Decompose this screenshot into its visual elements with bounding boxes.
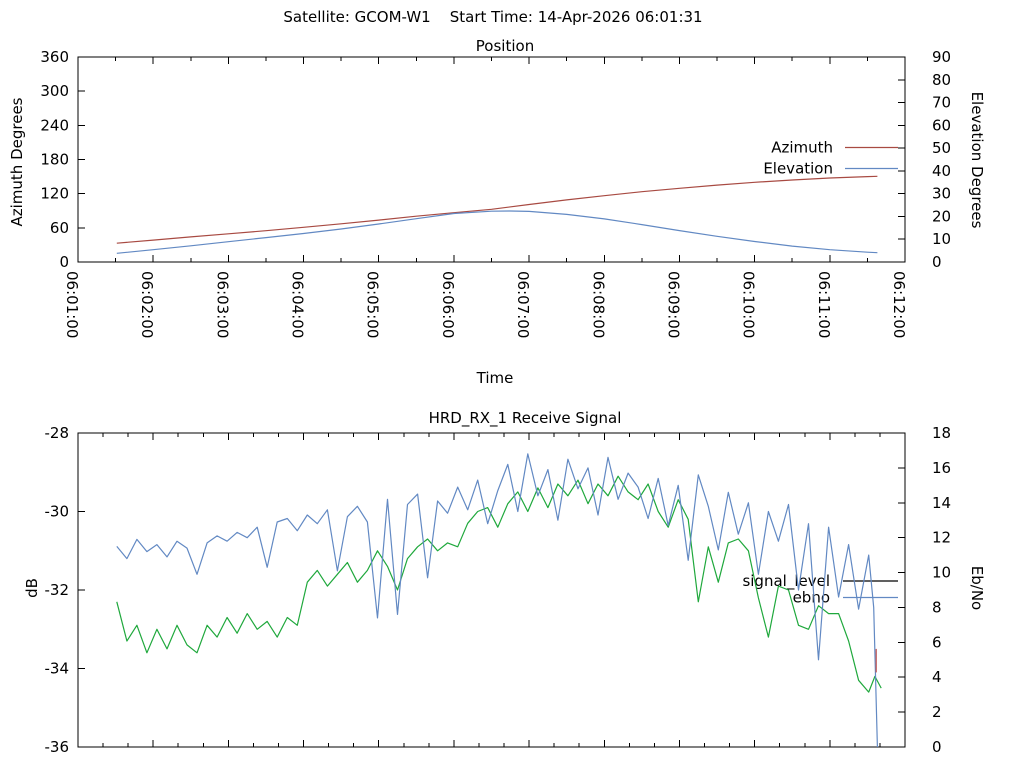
axes — [77, 432, 906, 748]
left-y-axis-label: Azimuth Degrees — [8, 97, 26, 226]
plot-border — [77, 432, 906, 748]
y-right-tick-label: 90 — [932, 48, 951, 66]
y-left-tick-label: 180 — [40, 151, 69, 169]
x-tick-label: 06:03:00 — [213, 271, 231, 338]
x-tick-label: 06:12:00 — [890, 271, 908, 338]
series-Elevation — [116, 210, 878, 254]
y-right-tick-label: 40 — [932, 162, 951, 180]
y-left-tick-label: -28 — [45, 424, 70, 442]
y-right-tick-label: 20 — [932, 207, 951, 225]
series-Azimuth — [116, 175, 878, 244]
plot-area-receive-signal: -36 -34 -32 -30 -28 0 2 4 6 8 10 12 14 16 18 signal_lev… — [45, 424, 952, 756]
x-tick-label: 06:11:00 — [815, 271, 833, 338]
series-ebno — [116, 453, 878, 748]
y-left-tick-label: -32 — [45, 581, 70, 599]
y-left-tick-label: 0 — [59, 253, 69, 271]
axes — [77, 56, 906, 263]
y-right-tick-label: 10 — [932, 230, 951, 248]
plot-area-position: 06:01:00 06:02:00 06:03:00 06:04:00 06:05:00… — [40, 48, 951, 338]
y-right-tick-label: 2 — [932, 703, 942, 721]
x-tick-label: 06:01:00 — [63, 271, 81, 338]
y-right-tick-label: 16 — [932, 459, 951, 477]
left-y-axis-label: dB — [23, 578, 41, 598]
receive-signal-chart: HRD_RX_1 Receive Signal dB Eb/No -36-34-… — [23, 409, 986, 756]
position-chart: Position Time Azimuth Degrees Elevation … — [8, 37, 986, 387]
series-signal_level — [116, 475, 882, 693]
legend-label: Elevation — [763, 160, 833, 178]
y-right-tick-label: 70 — [932, 94, 951, 112]
x-tick-label: 06:08:00 — [589, 271, 607, 338]
legend-label: signal_level — [742, 572, 830, 591]
y-left-tick-label: -36 — [45, 738, 70, 756]
x-tick-label: 06:02:00 — [138, 271, 156, 338]
y-left-tick-label: 60 — [50, 219, 69, 237]
chart-title: HRD_RX_1 Receive Signal — [429, 409, 622, 428]
y-left-tick-label: 120 — [40, 185, 69, 203]
x-tick-label: 06:04:00 — [289, 271, 307, 338]
legend-label: Azimuth — [771, 139, 833, 157]
legend-label: ebno — [793, 589, 830, 607]
y-left-tick-label: -34 — [45, 660, 70, 678]
x-tick-label: 06:09:00 — [664, 271, 682, 338]
y-right-tick-label: 0 — [932, 253, 942, 271]
x-tick-label: 06:10:00 — [740, 271, 758, 338]
right-y-axis-label: Eb/No — [968, 566, 986, 610]
y-right-tick-label: 12 — [932, 529, 951, 547]
y-left-tick-label: 300 — [40, 82, 69, 100]
x-tick-label: 06:07:00 — [514, 271, 532, 338]
y-right-tick-label: 30 — [932, 185, 951, 203]
x-tick-label: 06:06:00 — [439, 271, 457, 338]
y-left-tick-label: -30 — [45, 503, 70, 521]
chart-title: Position — [476, 37, 534, 55]
y-right-tick-label: 60 — [932, 116, 951, 134]
y-right-tick-label: 18 — [932, 424, 951, 442]
y-right-tick-label: 4 — [932, 668, 942, 686]
figure-title: Satellite: GCOM-W1 Start Time: 14-Apr-20… — [283, 8, 702, 26]
y-right-tick-label: 8 — [932, 598, 942, 616]
y-right-tick-label: 50 — [932, 139, 951, 157]
y-left-tick-label: 360 — [40, 48, 69, 66]
y-right-tick-label: 6 — [932, 633, 942, 651]
x-axis-label: Time — [476, 369, 514, 387]
y-right-tick-label: 80 — [932, 71, 951, 89]
y-left-tick-label: 240 — [40, 116, 69, 134]
right-y-axis-label: Elevation Degrees — [968, 92, 986, 229]
y-right-tick-label: 10 — [932, 564, 951, 582]
y-right-tick-label: 14 — [932, 494, 951, 512]
y-right-tick-label: 0 — [932, 738, 942, 756]
x-tick-label: 06:05:00 — [364, 271, 382, 338]
